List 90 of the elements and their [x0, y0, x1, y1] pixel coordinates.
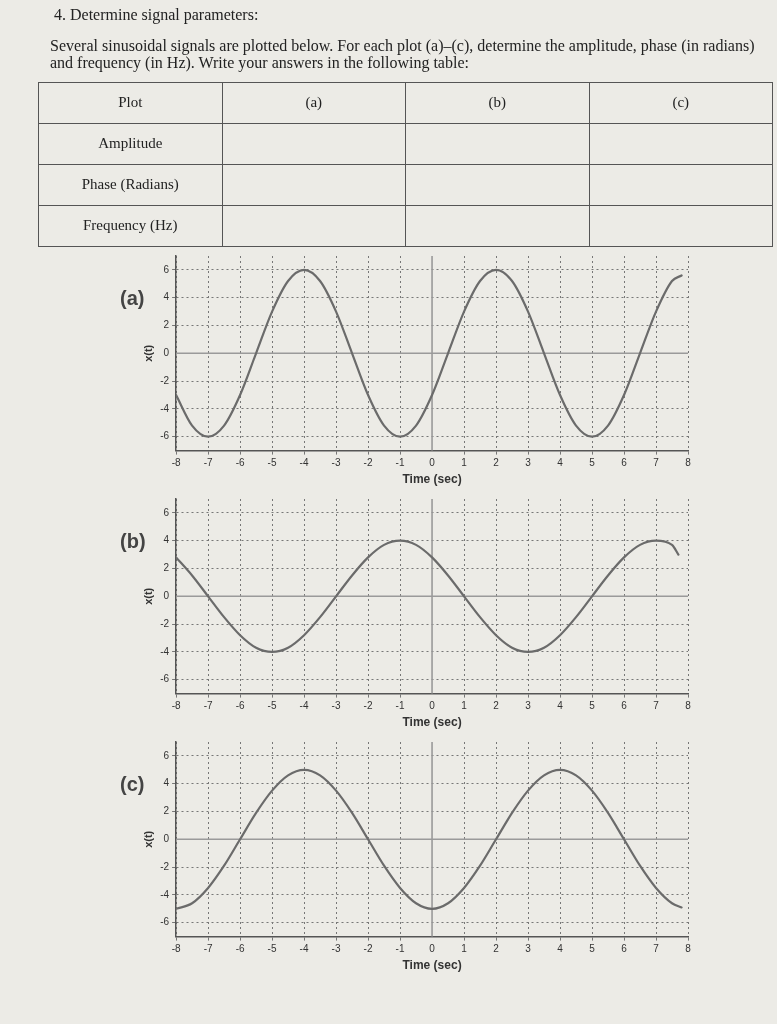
- text: (b): [120, 529, 146, 553]
- x-tick-label: -8: [171, 942, 181, 954]
- y-tick-label: 6: [163, 263, 170, 275]
- x-tick-label: 0: [429, 699, 436, 711]
- x-tick-label: 5: [589, 699, 596, 711]
- x-tick-label: 2: [493, 456, 500, 468]
- y-axis-title: x(t): [141, 830, 154, 848]
- x-tick-label: 3: [525, 699, 532, 711]
- y-tick-label: -2: [160, 860, 170, 872]
- text: Several sinusoidal signals are plotted below. For each plot (a)–(c), determine the amplitude, phase (in radians) and frequency (in Hz). Write your answers in the following table:: [50, 37, 756, 72]
- text: Frequency (Hz): [38, 205, 222, 247]
- y-tick-label: -2: [160, 617, 170, 629]
- x-tick-label: 4: [557, 456, 564, 468]
- text: (a): [222, 82, 406, 124]
- text: (c): [589, 82, 773, 124]
- x-tick-label: -3: [331, 456, 341, 468]
- x-tick-label: 5: [589, 456, 596, 468]
- x-tick-label: 4: [557, 942, 564, 954]
- x-tick-label: -1: [395, 456, 405, 468]
- text: (c): [120, 772, 145, 796]
- text: Plot: [38, 82, 222, 124]
- x-tick-label: 7: [653, 699, 660, 711]
- y-tick-label: 0: [163, 589, 170, 601]
- y-axis-title: x(t): [141, 344, 154, 362]
- text: Amplitude: [38, 123, 222, 165]
- x-tick-label: -5: [267, 699, 277, 711]
- x-tick-label: 5: [589, 942, 596, 954]
- y-tick-label: 4: [163, 777, 170, 789]
- text: Phase (Radians): [38, 164, 222, 206]
- x-tick-label: 8: [685, 942, 692, 954]
- x-tick-label: 3: [525, 942, 532, 954]
- x-tick-label: 1: [461, 699, 468, 711]
- x-tick-label: -1: [395, 942, 405, 954]
- x-tick-label: -8: [171, 699, 181, 711]
- x-tick-label: -2: [363, 699, 373, 711]
- y-tick-label: -6: [160, 673, 170, 685]
- y-tick-label: 6: [163, 506, 170, 518]
- x-tick-label: 0: [429, 456, 436, 468]
- x-tick-label: 6: [621, 942, 628, 954]
- x-tick-label: 3: [525, 456, 532, 468]
- y-tick-label: 4: [163, 534, 170, 546]
- x-tick-label: 2: [493, 699, 500, 711]
- x-tick-label: -4: [299, 699, 309, 711]
- x-tick-label: -4: [299, 456, 309, 468]
- x-tick-label: -7: [203, 456, 213, 468]
- y-tick-label: 2: [163, 561, 170, 573]
- x-tick-label: 4: [557, 699, 564, 711]
- y-tick-label: 0: [163, 346, 170, 358]
- y-tick-label: 6: [163, 749, 170, 761]
- x-tick-label: 6: [621, 456, 628, 468]
- y-tick-label: 4: [163, 291, 170, 303]
- x-tick-label: -3: [331, 699, 341, 711]
- x-tick-label: 2: [493, 942, 500, 954]
- y-tick-label: -2: [160, 374, 170, 386]
- x-tick-label: 8: [685, 456, 692, 468]
- y-tick-label: -4: [160, 645, 170, 657]
- x-tick-label: -6: [235, 456, 245, 468]
- text: (b): [405, 82, 589, 124]
- x-axis-title: Time (sec): [402, 957, 462, 972]
- x-tick-label: 7: [653, 456, 660, 468]
- x-tick-label: 1: [461, 456, 468, 468]
- y-tick-label: -6: [160, 916, 170, 928]
- x-tick-label: -5: [267, 456, 277, 468]
- x-tick-label: 6: [621, 699, 628, 711]
- x-axis-title: Time (sec): [402, 471, 462, 486]
- x-tick-label: 1: [461, 942, 468, 954]
- x-tick-label: -7: [203, 699, 213, 711]
- x-tick-label: -8: [171, 456, 181, 468]
- x-tick-label: 8: [685, 699, 692, 711]
- x-tick-label: 0: [429, 942, 436, 954]
- text: 4. Determine signal parameters:: [54, 6, 260, 24]
- y-tick-label: 2: [163, 318, 170, 330]
- x-tick-label: -2: [363, 942, 373, 954]
- y-axis-title: x(t): [141, 587, 154, 605]
- y-tick-label: -4: [160, 888, 170, 900]
- x-tick-label: -4: [299, 942, 309, 954]
- y-tick-label: -6: [160, 430, 170, 442]
- x-tick-label: 7: [653, 942, 660, 954]
- x-tick-label: -2: [363, 456, 373, 468]
- y-tick-label: 2: [163, 804, 170, 816]
- x-tick-label: -7: [203, 942, 213, 954]
- x-tick-label: -1: [395, 699, 405, 711]
- text: (a): [120, 286, 145, 310]
- x-tick-label: -6: [235, 699, 245, 711]
- x-tick-label: -6: [235, 942, 245, 954]
- x-tick-label: -3: [331, 942, 341, 954]
- x-axis-title: Time (sec): [402, 714, 462, 729]
- x-tick-label: -5: [267, 942, 277, 954]
- y-tick-label: -4: [160, 402, 170, 414]
- y-tick-label: 0: [163, 832, 170, 844]
